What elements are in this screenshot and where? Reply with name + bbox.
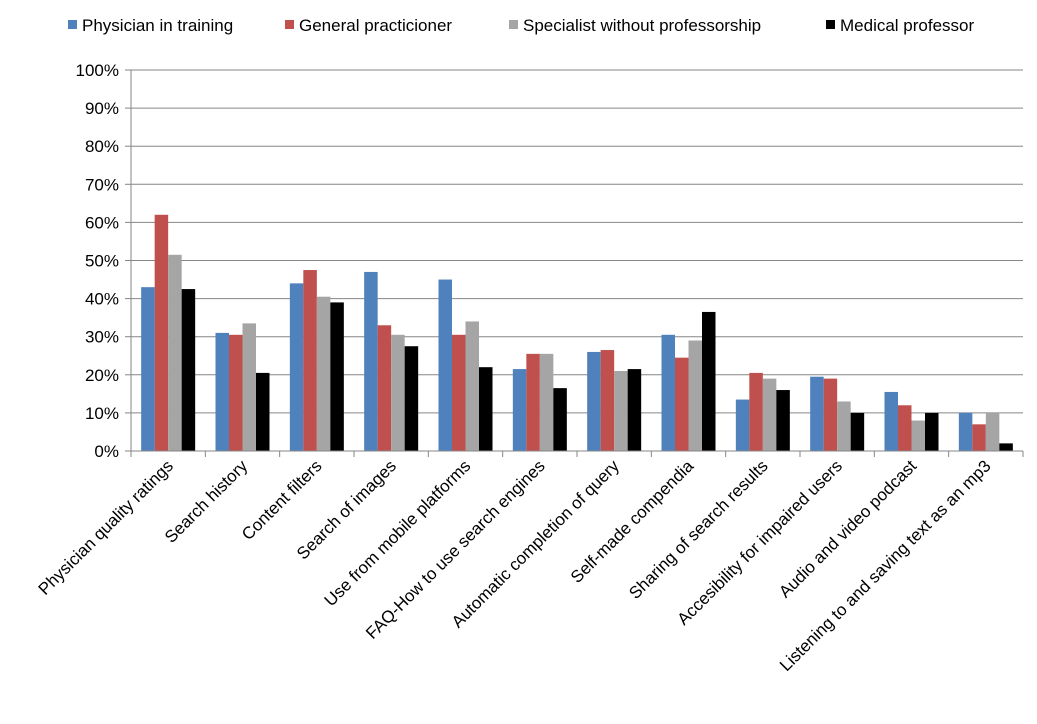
bar: Medical professor — Automatic completion… — [627, 369, 642, 451]
legend-swatch — [509, 20, 518, 29]
legend-label: Medical professor — [840, 16, 975, 35]
bar: Physician in training — FAQ-How to use s… — [512, 369, 527, 451]
bar: Specialist without professorship — Conte… — [316, 296, 331, 451]
bar: Medical professor — Content filters: 39% — [330, 302, 344, 451]
bar: Physician in training — Accesibility for… — [810, 376, 824, 451]
bar: Specialist without professorship — Use f… — [465, 321, 479, 451]
x-category-label: Physician quality ratings — [35, 456, 177, 598]
bar: Physician in training — Listening to and… — [958, 412, 973, 451]
bar: Medical professor — Use from mobile plat… — [479, 367, 493, 451]
bar: General practicioner — FAQ-How to use se… — [526, 353, 540, 451]
bar: General practicioner — Listening to and … — [972, 424, 986, 451]
bar: Specialist without professorship — Physi… — [168, 254, 182, 451]
legend-swatch — [68, 20, 77, 29]
bar: Medical professor — Audio and video podc… — [925, 412, 939, 451]
bar: Specialist without professorship — Autom… — [614, 370, 628, 451]
bar: Specialist without professorship — Liste… — [985, 412, 1000, 451]
bar: Physician in training — Self-made compen… — [661, 334, 675, 451]
y-tick-label: 50% — [85, 252, 119, 271]
bar: Physician in training — Search of images… — [364, 271, 378, 451]
y-tick-label: 90% — [85, 99, 119, 118]
bar: General practicioner — Content filters: … — [303, 270, 317, 451]
y-axis-ticks: 0% 10% 20% 30% 40% 50% 60% 70% 80% 90% 100% — [76, 61, 131, 461]
bar: Physician in training — Automatic comple… — [587, 351, 601, 451]
y-tick-label: 10% — [85, 404, 119, 423]
bar: General practicioner — Search history: 3… — [229, 334, 243, 451]
bar: Physician in training — Search history: … — [215, 332, 229, 451]
bar: Physician in training — Physician qualit… — [141, 287, 155, 451]
bar: Specialist without professorship — Acces… — [837, 401, 851, 451]
legend: Physician in training General practicione… — [68, 16, 975, 35]
axes — [130, 70, 1024, 457]
bar: General practicioner — Accesibility for … — [823, 378, 838, 451]
bar: Medical professor — Self-made compendia:… — [702, 311, 716, 451]
y-tick-label: 70% — [85, 175, 119, 194]
bars: Physician in training — Physician qualit… — [141, 214, 1013, 451]
x-category-label: Audio and video podcast — [775, 456, 920, 601]
bar: Medical professor — Accesibility for imp… — [850, 412, 865, 451]
bar: Specialist without professorship — Audio… — [911, 420, 925, 451]
bar: General practicioner — Use from mobile p… — [452, 334, 466, 451]
bar: General practicioner — Sharing of search… — [749, 372, 763, 451]
bar: General practicioner — Automatic complet… — [600, 350, 615, 451]
y-tick-label: 30% — [85, 328, 119, 347]
y-tick-label: 80% — [85, 137, 119, 156]
x-category-label: Sharing of search results — [625, 456, 771, 602]
bar: Specialist without professorship — Searc… — [242, 323, 256, 451]
bar: Physician in training — Audio and video … — [884, 391, 898, 451]
bar: Medical professor — Physician quality ra… — [181, 289, 196, 451]
legend-label: Specialist without professorship — [523, 16, 761, 35]
bar: Physician in training — Sharing of searc… — [735, 399, 750, 451]
x-category-label: Use from mobile platforms — [321, 456, 475, 610]
y-tick-label: 40% — [85, 290, 119, 309]
y-tick-label: 0% — [94, 442, 119, 461]
bar: General practicioner — Self-made compend… — [675, 357, 689, 451]
bar: Specialist without professorship — Searc… — [391, 334, 405, 451]
bar: Medical professor — Search history: 20.5… — [256, 372, 270, 451]
bar: Medical professor — Listening to and sav… — [999, 443, 1013, 451]
y-tick-label: 60% — [85, 213, 119, 232]
bar: Medical professor — Search of images: 27… — [404, 346, 419, 451]
bar: General practicioner — Physician quality… — [154, 214, 169, 451]
bar: Specialist without professorship — Self-… — [688, 340, 702, 451]
bar: Physician in training — Content filters:… — [289, 283, 304, 451]
bar: Medical professor — Sharing of search re… — [776, 390, 790, 451]
bar: Physician in training — Use from mobile … — [438, 279, 452, 451]
legend-swatch — [826, 20, 835, 29]
y-tick-label: 20% — [85, 366, 119, 385]
bar: General practicioner — Audio and video p… — [898, 405, 912, 451]
bar: Specialist without professorship — Shari… — [762, 378, 777, 451]
legend-label: Physician in training — [82, 16, 233, 35]
x-category-label: Self-made compendia — [567, 456, 698, 587]
gridlines — [131, 69, 1023, 452]
bar: Medical professor — FAQ-How to use searc… — [553, 388, 567, 451]
y-tick-label: 100% — [76, 61, 119, 80]
legend-label: General practicioner — [299, 16, 452, 35]
bar: General practicioner — Search of images:… — [377, 325, 392, 451]
bar: Specialist without professorship — FAQ-H… — [539, 353, 554, 451]
legend-swatch — [285, 20, 294, 29]
